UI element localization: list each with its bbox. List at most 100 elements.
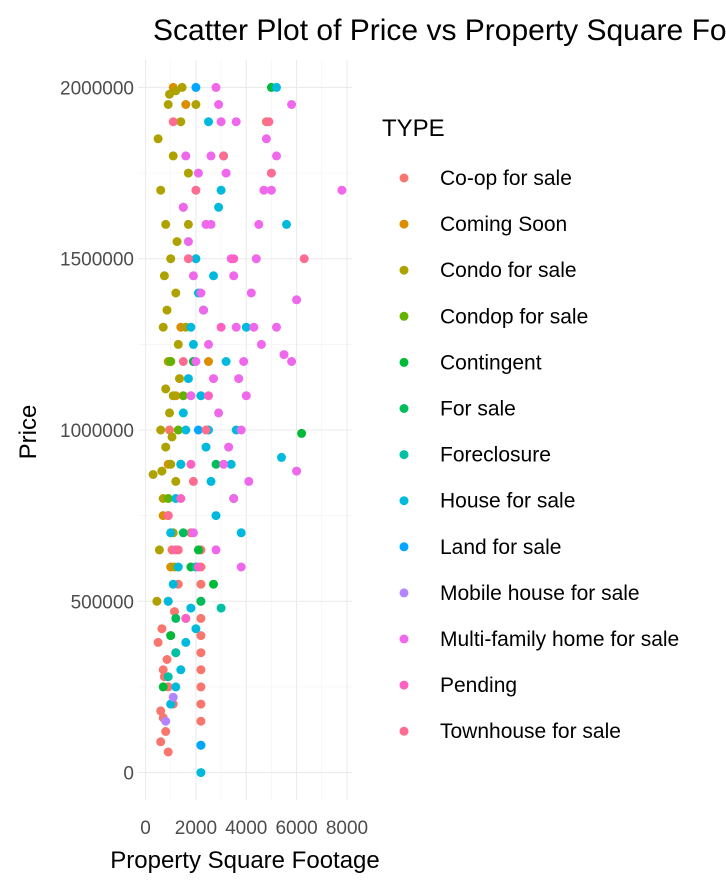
data-point bbox=[219, 151, 229, 161]
data-point bbox=[299, 254, 309, 264]
data-point bbox=[196, 631, 206, 641]
x-tick-label: 6000 bbox=[275, 818, 317, 839]
legend-key bbox=[399, 357, 409, 367]
data-point bbox=[277, 452, 286, 462]
data-point bbox=[161, 716, 171, 726]
data-point bbox=[204, 391, 213, 401]
legend-key bbox=[399, 496, 409, 506]
data-point bbox=[214, 202, 224, 212]
data-point bbox=[241, 322, 251, 332]
data-point bbox=[193, 168, 203, 178]
data-point bbox=[178, 408, 188, 418]
data-point bbox=[183, 219, 193, 229]
y-tick-label: 0 bbox=[123, 764, 134, 785]
legend-key bbox=[399, 680, 409, 690]
data-point bbox=[158, 322, 168, 332]
data-point bbox=[162, 305, 172, 315]
data-point bbox=[170, 607, 179, 617]
data-point bbox=[196, 665, 206, 675]
data-point bbox=[153, 637, 163, 647]
data-point bbox=[171, 682, 181, 692]
data-point bbox=[196, 740, 206, 750]
data-point bbox=[166, 699, 176, 709]
data-point bbox=[287, 100, 297, 109]
legend-key bbox=[399, 588, 409, 598]
data-point bbox=[171, 613, 181, 623]
legend-label: Co-op for sale bbox=[440, 167, 572, 190]
data-point bbox=[196, 648, 206, 658]
legend-label: Multi-family home for sale bbox=[440, 628, 679, 651]
data-point bbox=[176, 665, 186, 675]
legend-key bbox=[399, 634, 409, 644]
data-point bbox=[211, 545, 221, 555]
data-point bbox=[209, 271, 218, 281]
data-point bbox=[206, 151, 216, 161]
data-point bbox=[152, 596, 162, 606]
data-point bbox=[196, 613, 206, 623]
data-point bbox=[183, 374, 193, 384]
data-point bbox=[292, 466, 302, 476]
data-point bbox=[196, 579, 206, 589]
data-point bbox=[156, 737, 166, 747]
data-point bbox=[251, 254, 261, 264]
data-point bbox=[216, 117, 226, 127]
y-tick-label: 1500000 bbox=[60, 250, 134, 271]
data-point bbox=[163, 596, 173, 606]
legend-label: Contingent bbox=[440, 351, 542, 374]
data-point bbox=[211, 511, 221, 521]
legend-key bbox=[399, 726, 409, 736]
data-point bbox=[196, 768, 206, 778]
y-tick-label: 1000000 bbox=[60, 421, 134, 442]
data-point bbox=[211, 459, 221, 469]
data-point bbox=[183, 168, 193, 178]
data-point bbox=[337, 185, 347, 195]
x-axis-label: Property Square Footage bbox=[110, 847, 380, 874]
data-point bbox=[158, 682, 168, 692]
y-axis-label: Price bbox=[15, 405, 42, 460]
data-point bbox=[159, 271, 169, 281]
data-point bbox=[181, 613, 191, 623]
data-point bbox=[236, 562, 246, 572]
data-point bbox=[231, 322, 241, 332]
data-point bbox=[171, 288, 181, 298]
data-point bbox=[229, 494, 239, 503]
data-point bbox=[249, 322, 259, 332]
data-point bbox=[183, 254, 193, 264]
data-point bbox=[259, 185, 269, 195]
data-point bbox=[165, 408, 174, 418]
data-point bbox=[272, 82, 281, 92]
legend-label: Condo for sale bbox=[440, 259, 577, 282]
data-point bbox=[282, 219, 291, 229]
legend-key bbox=[399, 265, 409, 275]
data-point bbox=[171, 648, 181, 658]
data-point bbox=[176, 459, 186, 469]
legend-key bbox=[399, 404, 409, 413]
legend-label: Foreclosure bbox=[440, 444, 551, 467]
data-point bbox=[168, 692, 178, 702]
legend-key bbox=[399, 311, 409, 321]
data-point bbox=[154, 545, 164, 555]
legend-label: Land for sale bbox=[440, 536, 561, 559]
data-point bbox=[221, 357, 231, 366]
data-point bbox=[196, 391, 206, 401]
data-point bbox=[161, 727, 171, 736]
data-point bbox=[163, 672, 173, 682]
data-point bbox=[173, 545, 183, 555]
data-point bbox=[157, 624, 167, 634]
data-point bbox=[221, 168, 231, 178]
data-point bbox=[234, 374, 244, 384]
chart-title: Scatter Plot of Price vs Property Square… bbox=[153, 14, 726, 47]
data-point bbox=[173, 562, 183, 572]
data-point bbox=[201, 425, 211, 435]
data-point bbox=[158, 665, 168, 675]
data-point bbox=[193, 545, 203, 555]
data-point bbox=[191, 254, 201, 264]
data-point bbox=[178, 528, 188, 538]
data-point bbox=[163, 511, 173, 521]
data-point bbox=[153, 134, 163, 144]
data-point bbox=[191, 82, 201, 92]
points-layer bbox=[148, 82, 347, 778]
data-point bbox=[241, 391, 251, 401]
y-tick-label: 500000 bbox=[71, 592, 134, 613]
